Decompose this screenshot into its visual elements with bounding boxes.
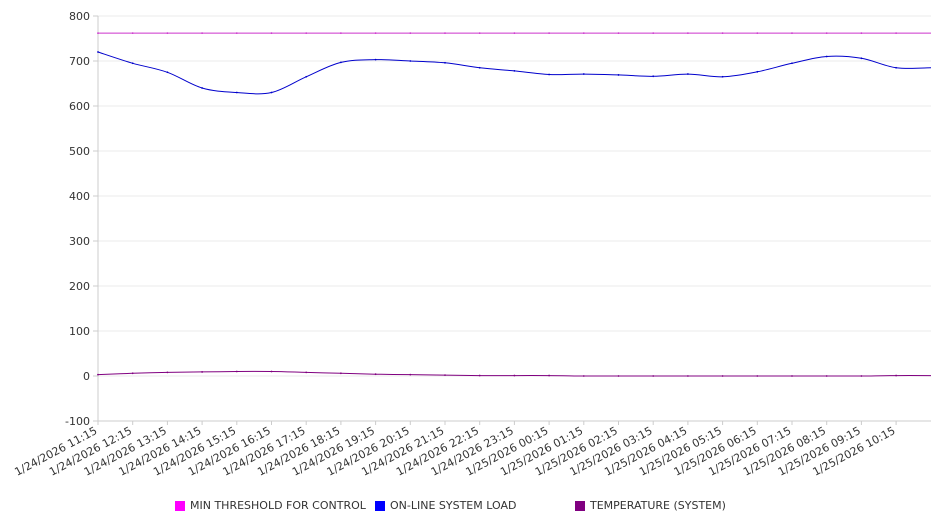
series-point-2	[791, 375, 793, 377]
series-point-2	[131, 372, 134, 375]
legend-item-min-threshold[interactable]: MIN THRESHOLD FOR CONTROL	[175, 499, 366, 512]
y-tick-label: 700	[69, 55, 90, 68]
series-point-1	[97, 51, 99, 53]
series-point-0	[617, 32, 620, 34]
series-point-2	[374, 373, 377, 376]
series-point-2	[617, 375, 620, 377]
legend-swatch-temperature	[575, 500, 585, 511]
legend-item-system-load[interactable]: ON-LINE SYSTEM LOAD	[375, 499, 516, 512]
series-point-1	[582, 73, 585, 75]
chart-legend: MIN THRESHOLD FOR CONTROL ON-LINE SYSTEM…	[175, 499, 915, 513]
series-point-2	[756, 375, 759, 377]
series-point-0	[687, 32, 689, 34]
series-point-0	[235, 32, 238, 34]
series-point-1	[617, 74, 620, 76]
series-point-0	[895, 32, 897, 34]
y-tick-label: 0	[83, 370, 90, 383]
series-point-0	[582, 32, 585, 34]
series-point-1	[721, 75, 724, 78]
series-point-1	[687, 73, 689, 75]
y-tick-label: 300	[69, 235, 90, 248]
series-point-1	[374, 58, 377, 61]
y-tick-label: 400	[69, 190, 90, 203]
legend-label-temperature: TEMPERATURE (SYSTEM)	[590, 499, 726, 512]
series-point-0	[791, 32, 793, 34]
series-point-2	[444, 374, 446, 376]
series-point-2	[687, 375, 689, 377]
series-point-1	[409, 60, 412, 62]
series-point-0	[270, 32, 273, 34]
y-tick-label: 100	[69, 325, 90, 338]
series-point-0	[166, 32, 169, 34]
y-tick-label: -100	[65, 415, 90, 428]
series-point-0	[305, 32, 308, 34]
series-point-1	[305, 75, 308, 78]
series-point-0	[513, 32, 516, 34]
series-point-1	[895, 66, 897, 69]
series-point-0	[721, 32, 724, 34]
series-point-2	[895, 374, 897, 377]
series-point-2	[548, 374, 550, 377]
legend-swatch-system-load	[375, 500, 385, 511]
series-point-2	[166, 371, 169, 374]
series-point-0	[201, 32, 204, 34]
legend-item-temperature[interactable]: TEMPERATURE (SYSTEM)	[575, 499, 726, 512]
series-point-1	[166, 71, 169, 74]
series-point-1	[340, 61, 342, 64]
series-point-1	[513, 70, 516, 72]
series-point-1	[444, 61, 446, 64]
series-point-0	[548, 32, 550, 34]
series-point-0	[478, 32, 481, 34]
series-point-0	[409, 32, 412, 34]
series-point-2	[721, 375, 724, 377]
series-point-2	[582, 375, 585, 377]
series-point-1	[478, 66, 481, 69]
series-point-0	[97, 32, 99, 34]
series-line-1	[97, 51, 932, 95]
series-point-0	[340, 32, 342, 34]
series-point-1	[270, 91, 273, 94]
legend-label-system-load: ON-LINE SYSTEM LOAD	[390, 499, 517, 512]
y-tick-label: 500	[69, 145, 90, 158]
series-point-1	[235, 91, 238, 94]
series-point-0	[860, 32, 863, 34]
series-point-0	[131, 32, 134, 34]
series-point-2	[652, 375, 655, 377]
series-point-0	[756, 32, 759, 34]
series-point-0	[825, 32, 828, 34]
series-point-1	[860, 57, 863, 60]
series-point-1	[131, 62, 134, 65]
series-point-0	[652, 32, 655, 34]
series-point-2	[478, 374, 481, 377]
series-point-2	[270, 370, 273, 373]
series-point-2	[513, 374, 516, 377]
series-point-2	[825, 375, 828, 377]
series-point-1	[548, 73, 550, 76]
y-tick-label: 600	[69, 100, 90, 113]
series-point-0	[444, 32, 446, 34]
series-point-2	[340, 372, 342, 375]
series-point-2	[305, 371, 308, 374]
y-tick-label: 200	[69, 280, 90, 293]
series-point-2	[97, 373, 99, 376]
y-tick-label: 800	[69, 10, 90, 23]
series-point-1	[791, 62, 793, 65]
series-point-2	[201, 371, 204, 373]
series-point-2	[235, 370, 238, 373]
series-point-1	[756, 70, 759, 73]
series-point-0	[374, 32, 377, 34]
series-point-2	[860, 375, 863, 377]
series-point-1	[201, 87, 204, 89]
legend-swatch-min-threshold	[175, 500, 185, 511]
series-point-1	[825, 55, 828, 58]
series-point-1	[652, 75, 655, 78]
legend-label-min-threshold: MIN THRESHOLD FOR CONTROL	[190, 499, 366, 512]
series-point-2	[409, 373, 412, 376]
